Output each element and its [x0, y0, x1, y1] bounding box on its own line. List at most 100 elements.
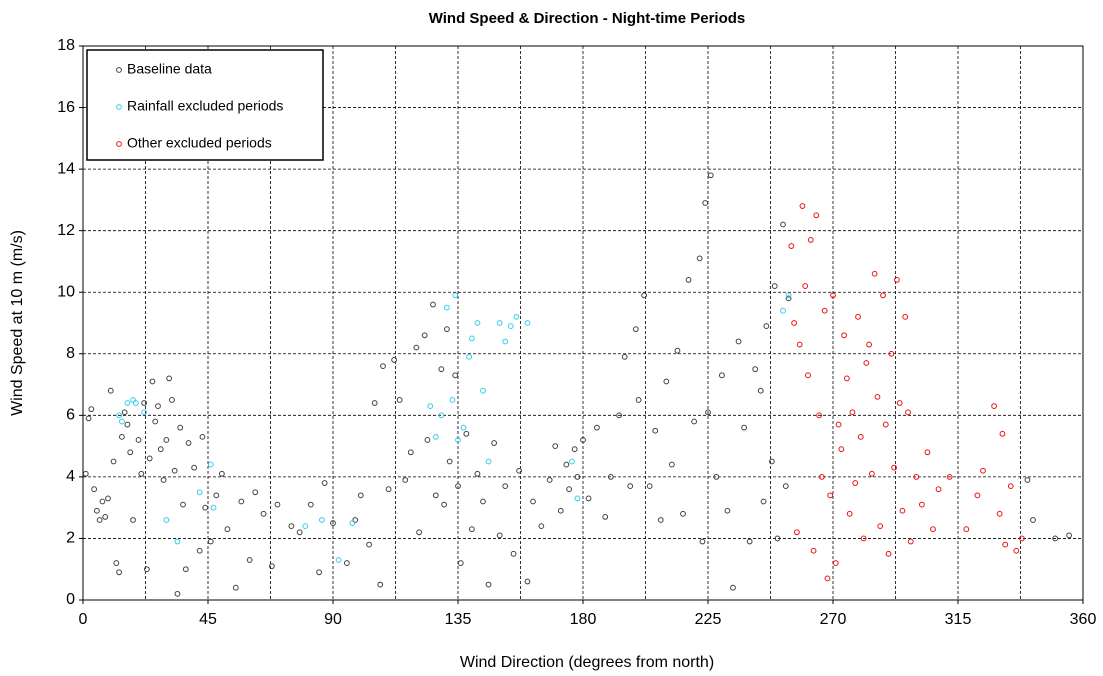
point: [652, 427, 659, 434]
point: [157, 446, 164, 453]
point: [566, 486, 573, 493]
point: [991, 403, 998, 410]
point: [680, 510, 686, 517]
point: [546, 477, 553, 483]
point: [718, 372, 725, 379]
point: [930, 526, 936, 533]
point: [705, 409, 711, 416]
legend-marker: [116, 141, 122, 147]
point: [116, 412, 123, 419]
legend-label: Baseline data: [127, 61, 212, 77]
point: [302, 523, 309, 530]
point: [316, 569, 323, 576]
point: [260, 510, 267, 517]
point: [780, 307, 786, 314]
legend: Baseline data Rainfall excluded periods Ot…: [86, 49, 324, 161]
point: [318, 517, 325, 523]
point: [466, 353, 473, 360]
point: [857, 433, 864, 440]
point: [782, 483, 789, 490]
point: [116, 569, 123, 576]
point: [335, 557, 342, 563]
point: [674, 347, 681, 354]
point: [663, 378, 670, 385]
point: [924, 449, 931, 456]
point: [524, 578, 531, 585]
point: [296, 529, 303, 536]
point: [1030, 517, 1036, 523]
point: [438, 412, 445, 419]
point: [835, 421, 842, 428]
point: [880, 292, 886, 299]
point: [163, 517, 170, 523]
x-tick-label: 135: [445, 611, 472, 628]
point: [885, 550, 892, 557]
point: [741, 424, 748, 431]
point: [1018, 535, 1025, 542]
point: [874, 393, 881, 400]
point: [902, 313, 909, 320]
point: [396, 397, 403, 403]
point: [805, 372, 811, 379]
point: [657, 517, 664, 523]
point: [213, 492, 220, 499]
point: [443, 304, 450, 311]
chart-title: Wind Speed & Direction - Night-time Peri…: [429, 10, 746, 27]
point: [827, 492, 834, 499]
point: [130, 397, 136, 403]
point: [432, 433, 439, 440]
point: [730, 584, 736, 591]
point: [763, 323, 770, 329]
point: [118, 433, 125, 440]
point: [1007, 483, 1014, 490]
point: [82, 470, 89, 477]
point: [455, 483, 461, 490]
point: [163, 437, 170, 443]
point: [852, 480, 859, 486]
point: [882, 421, 889, 428]
point: [788, 243, 795, 249]
y-axis-label: Wind Speed at 10 m (m/s): [9, 230, 26, 416]
legend-marker: [116, 104, 122, 110]
point: [196, 547, 203, 554]
point: [641, 292, 648, 299]
point: [838, 446, 845, 453]
point: [485, 581, 492, 588]
point: [132, 400, 139, 406]
point: [530, 498, 536, 505]
point: [771, 283, 778, 289]
point: [507, 323, 514, 329]
point: [580, 437, 586, 443]
point: [385, 486, 392, 493]
point: [182, 566, 189, 573]
point: [524, 320, 531, 326]
point: [866, 341, 873, 348]
point: [174, 538, 181, 545]
point: [907, 538, 914, 545]
point: [441, 501, 448, 508]
point: [946, 473, 953, 480]
point: [424, 437, 431, 443]
point: [996, 510, 1003, 517]
point: [135, 437, 142, 443]
point: [85, 415, 92, 422]
point: [724, 507, 731, 514]
point: [557, 507, 564, 514]
point: [793, 529, 800, 536]
point: [160, 477, 167, 483]
point: [538, 523, 545, 530]
point: [185, 440, 192, 446]
point: [199, 433, 206, 440]
point: [963, 526, 970, 533]
point: [846, 510, 853, 517]
point: [307, 501, 314, 508]
point: [349, 520, 356, 526]
point: [474, 470, 481, 477]
point: [166, 375, 173, 382]
y-tick-label: 16: [57, 99, 75, 116]
y-tick-label: 14: [57, 160, 75, 177]
plot-frame: [82, 45, 1084, 601]
point: [238, 498, 245, 505]
point: [196, 489, 203, 496]
